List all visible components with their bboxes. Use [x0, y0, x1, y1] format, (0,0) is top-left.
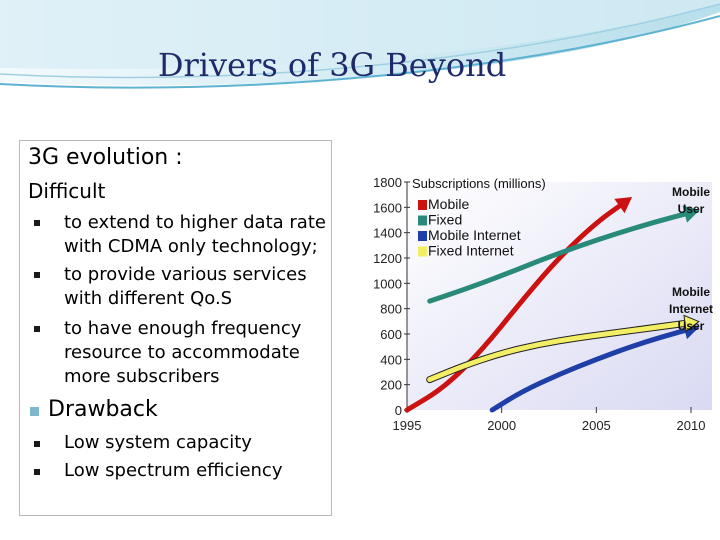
y-tick-label: 200 [380, 378, 402, 393]
y-tick-label: 1000 [373, 276, 402, 291]
chart-title: Subscriptions (millions) [412, 176, 546, 191]
drawback-heading: Drawback [48, 397, 158, 422]
series-line-mobile-internet [489, 326, 694, 413]
legend-swatch [418, 246, 427, 257]
difficult-item-1-line-2: with CDMA only technology; [64, 236, 318, 257]
annotation-label: User [678, 319, 705, 333]
legend-swatch [418, 200, 427, 210]
series-arrowhead [614, 197, 633, 214]
difficult-item-2-line-2: with different Qo.S [64, 288, 233, 309]
bullet-icon [34, 220, 40, 226]
difficult-item-2-line-1: to provide various services [64, 264, 307, 285]
bullet-icon [34, 272, 40, 278]
legend-swatch [418, 231, 427, 241]
x-tick-label: 2005 [582, 418, 611, 433]
drawback-item-2: Low spectrum efficiency [64, 460, 283, 481]
series-line-fixed [427, 209, 694, 304]
y-tick-label: 1600 [373, 200, 402, 215]
bullet-square-icon [30, 407, 39, 416]
header-wave-graphic [0, 0, 720, 89]
annotation-label: User [678, 202, 705, 216]
series-arrowhead [682, 205, 700, 223]
y-tick-label: 1400 [373, 226, 402, 241]
bullet-icon [34, 326, 40, 332]
annotation-label: Mobile [672, 285, 710, 299]
difficult-item-3-line-3: more subscribers [64, 366, 220, 387]
difficult-item-3-line-2: resource to accommodate [64, 342, 300, 363]
box-subheading: Difficult [28, 179, 106, 203]
bullet-icon [34, 441, 40, 447]
bullet-icon [34, 469, 40, 475]
legend-label: Fixed [428, 212, 462, 228]
subscriptions-chart: 0 200 400 600 800 1000 1200 1400 1600 1800 1995 20… [373, 175, 713, 433]
y-tick-label: 1800 [373, 175, 402, 190]
y-tick-label: 0 [395, 403, 402, 418]
drawback-item-1: Low system capacity [64, 432, 252, 453]
series-arrowhead [683, 314, 700, 333]
x-tick-label: 2010 [677, 418, 706, 433]
difficult-item-3-line-1: to have enough frequency [64, 318, 302, 339]
annotation-label: Internet [669, 302, 713, 316]
y-tick-label: 600 [380, 327, 402, 342]
slide-title: Drivers of 3G Beyond [157, 46, 507, 84]
legend-label: Mobile [428, 196, 469, 212]
legend-label: Fixed Internet [428, 243, 514, 259]
y-tick-label: 400 [380, 352, 402, 367]
legend-label: Mobile Internet [428, 227, 521, 243]
series-line-fixed-internet [427, 320, 694, 383]
x-tick-label: 1995 [393, 418, 422, 433]
y-tick-label: 800 [380, 302, 402, 317]
box-heading: 3G evolution : [28, 145, 183, 170]
x-tick-label: 2000 [487, 418, 516, 433]
annotation-label: Mobile [672, 185, 710, 199]
text-box: 3G evolution : Difficult to extend to hi… [19, 140, 332, 516]
y-tick-label: 1200 [373, 251, 402, 266]
series-line-mobile [404, 199, 628, 413]
legend-swatch [418, 215, 427, 226]
difficult-item-1-line-1: to extend to higher data rate [64, 212, 326, 233]
